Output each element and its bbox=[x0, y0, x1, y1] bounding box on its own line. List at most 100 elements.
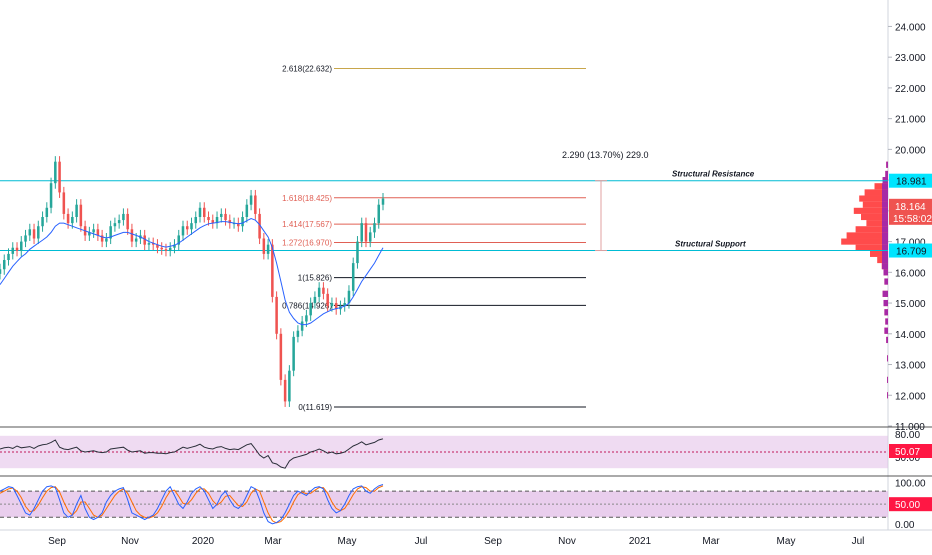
fib-level-label: 0.786(14.926) bbox=[282, 301, 332, 310]
structural-level-name: Structural Resistance bbox=[672, 170, 755, 179]
volume-profile bbox=[841, 161, 888, 399]
volume-profile-bar-value-area bbox=[882, 232, 888, 239]
time-tick-label: Jul bbox=[852, 536, 865, 547]
time-tick-label: Mar bbox=[264, 536, 282, 547]
volume-profile-bar-value-area bbox=[884, 278, 888, 285]
candle-body bbox=[271, 244, 274, 297]
candle-body bbox=[96, 229, 100, 236]
time-tick-label: Mar bbox=[702, 536, 720, 547]
candle-body bbox=[54, 161, 57, 184]
candle-body bbox=[62, 192, 66, 214]
candle-body bbox=[356, 241, 359, 264]
candle-body bbox=[156, 244, 159, 248]
price-tick-label: 16.000 bbox=[895, 268, 926, 279]
rsi-value-label: 50.07 bbox=[895, 447, 920, 458]
candle-body bbox=[279, 333, 283, 380]
stoch-tick-label: 100.00 bbox=[895, 478, 926, 489]
volume-profile-bar-value-area bbox=[882, 263, 888, 270]
price-tick-label: 24.000 bbox=[895, 22, 926, 33]
candle-body bbox=[126, 213, 129, 230]
time-tick-label: Nov bbox=[121, 536, 139, 547]
volume-profile-bar bbox=[861, 213, 888, 221]
moving-average-line bbox=[0, 217, 384, 326]
time-tick-label: Sep bbox=[48, 536, 66, 547]
candle-body bbox=[220, 213, 223, 217]
price-tick-label: 12.000 bbox=[895, 391, 926, 402]
candle-body bbox=[262, 238, 266, 254]
volume-profile-bar-value-area bbox=[884, 309, 888, 316]
price-tick-label: 17.000 bbox=[895, 238, 926, 249]
candle-body bbox=[173, 244, 176, 248]
candle-body bbox=[28, 229, 32, 236]
candle-body bbox=[381, 198, 385, 205]
candle-body bbox=[305, 315, 308, 322]
volume-profile-bar-value-area bbox=[883, 269, 888, 276]
volume-profile-bar bbox=[855, 226, 888, 233]
candle-body bbox=[181, 226, 185, 236]
volume-profile-bar-value-area bbox=[882, 290, 888, 297]
candle-body bbox=[32, 229, 36, 239]
measure-annotation: 2.290 (13.70%) 229.0 bbox=[562, 150, 649, 160]
candle-body bbox=[75, 204, 78, 217]
candle-body bbox=[168, 247, 172, 251]
stoch-d-line bbox=[0, 485, 384, 524]
stoch-value-badge bbox=[889, 497, 932, 512]
volume-profile-bar-value-area bbox=[887, 392, 888, 399]
candle-body bbox=[224, 213, 227, 221]
candle-body bbox=[215, 217, 219, 224]
volume-profile-bar bbox=[870, 250, 888, 257]
price-tick-label: 21.000 bbox=[895, 115, 926, 126]
candle-body bbox=[41, 217, 44, 227]
rsi-line bbox=[0, 438, 384, 469]
candle-body bbox=[334, 303, 338, 310]
candle-body bbox=[71, 217, 74, 224]
volume-profile-bar-value-area bbox=[883, 299, 888, 307]
candle-body bbox=[45, 207, 49, 217]
candle-body bbox=[232, 223, 236, 225]
volume-profile-bar bbox=[862, 201, 888, 208]
structural-level-badge-label: 18.981 bbox=[896, 177, 927, 188]
volume-profile-bar-value-area bbox=[886, 161, 888, 168]
time-tick-label: Jul bbox=[415, 536, 428, 547]
fib-level-label: 1.414(17.567) bbox=[282, 220, 332, 229]
candle-body bbox=[203, 207, 206, 217]
structural-level-badge-label: 16.709 bbox=[896, 247, 927, 258]
volume-profile-bar-value-area bbox=[882, 256, 888, 264]
volume-profile-bar bbox=[853, 207, 888, 214]
candle-body bbox=[322, 287, 325, 294]
volume-profile-bar bbox=[859, 195, 888, 202]
volume-profile-bar bbox=[855, 244, 888, 251]
candle-body bbox=[313, 296, 317, 304]
volume-profile-bar bbox=[866, 220, 888, 227]
fib-level-label: 0(11.619) bbox=[298, 403, 332, 412]
structural-level-name: Structural Support bbox=[675, 240, 746, 249]
stoch-k-line bbox=[0, 484, 384, 525]
candle-body bbox=[20, 241, 23, 251]
candle-body bbox=[330, 303, 334, 307]
candle-body bbox=[292, 336, 295, 371]
candle-body bbox=[373, 223, 376, 233]
price-tick-label: 20.000 bbox=[895, 145, 926, 156]
candle-body bbox=[258, 213, 261, 239]
candle-body bbox=[160, 247, 163, 250]
volume-profile-bar-value-area bbox=[882, 213, 888, 221]
candle-body bbox=[198, 207, 202, 217]
volume-profile-bar-value-area bbox=[882, 177, 888, 184]
candle-body bbox=[296, 330, 300, 337]
candle-body bbox=[309, 303, 312, 316]
candle-body bbox=[207, 217, 210, 221]
countdown-label: 15:58:02 bbox=[893, 214, 932, 225]
price-tick-label: 22.000 bbox=[895, 84, 926, 95]
candle-body bbox=[7, 253, 10, 261]
candle-body bbox=[147, 243, 151, 245]
rsi-tick-label: 50.00 bbox=[895, 453, 920, 464]
volume-profile-bar bbox=[874, 183, 888, 190]
candle-body bbox=[122, 213, 125, 221]
candle-body bbox=[79, 204, 83, 227]
volume-profile-bar-value-area bbox=[882, 250, 888, 257]
candle-body bbox=[254, 195, 257, 214]
candle-body bbox=[228, 220, 232, 224]
volume-profile-bar-value-area bbox=[882, 207, 888, 214]
candle-body bbox=[88, 232, 91, 236]
